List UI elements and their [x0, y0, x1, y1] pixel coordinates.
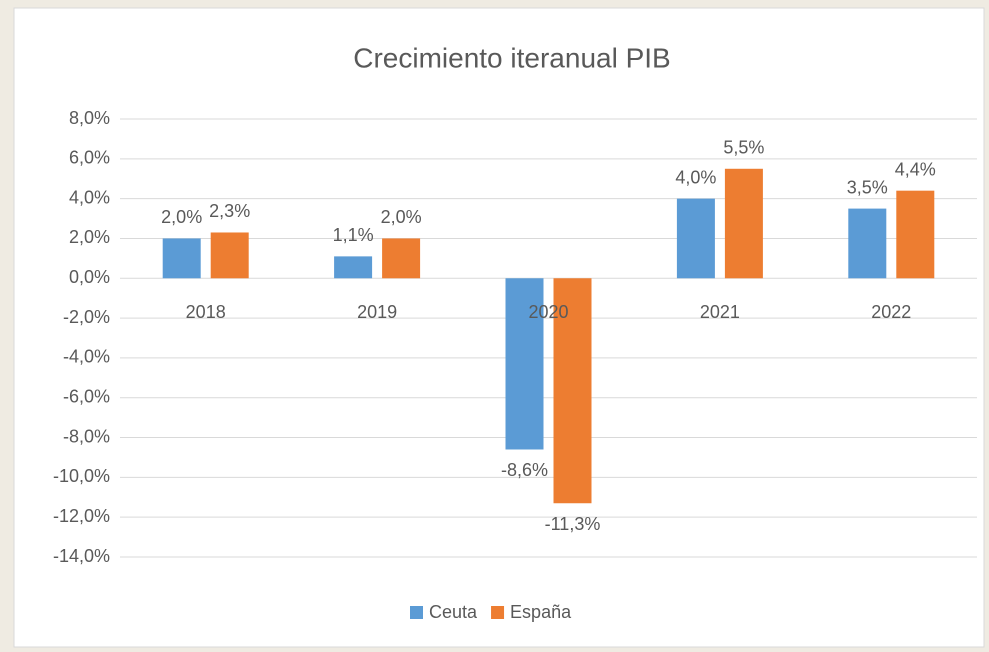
bar: [724, 168, 763, 279]
chart-title: Crecimiento iteranual PIB: [353, 42, 670, 73]
data-label: -8,6%: [501, 460, 548, 480]
x-tick-label: 2019: [357, 302, 397, 322]
data-label: 2,0%: [381, 207, 422, 227]
y-tick-label: 2,0%: [69, 227, 110, 247]
y-tick-label: 4,0%: [69, 187, 110, 207]
y-tick-label: -14,0%: [53, 546, 110, 566]
x-tick-label: 2021: [700, 302, 740, 322]
bar: [210, 232, 249, 279]
y-tick-label: -12,0%: [53, 506, 110, 526]
y-tick-label: 0,0%: [69, 267, 110, 287]
data-label: 3,5%: [847, 177, 888, 197]
bar: [162, 238, 201, 279]
y-tick-label: -8,0%: [63, 426, 110, 446]
data-label: 1,1%: [333, 225, 374, 245]
y-tick-label: -6,0%: [63, 386, 110, 406]
data-label: 5,5%: [723, 138, 764, 158]
legend-swatch: [410, 606, 423, 619]
x-tick-label: 2018: [186, 302, 226, 322]
legend-swatch: [491, 606, 505, 619]
y-tick-label: 6,0%: [69, 148, 110, 168]
bar: [896, 190, 935, 279]
bar: [553, 278, 592, 504]
legend-label: Ceuta: [429, 602, 478, 622]
data-label: -11,3%: [545, 514, 601, 534]
y-tick-label: -2,0%: [63, 307, 110, 327]
data-label: 4,4%: [895, 159, 936, 179]
data-label: 2,3%: [209, 201, 250, 221]
chart-area: [13, 7, 985, 648]
x-tick-label: 2020: [528, 302, 568, 322]
data-label: 4,0%: [675, 167, 716, 187]
bar: [505, 278, 544, 450]
y-tick-label: -4,0%: [63, 347, 110, 367]
bar: [382, 238, 421, 279]
x-tick-label: 2022: [871, 302, 911, 322]
legend-label: España: [510, 602, 572, 622]
y-tick-label: 8,0%: [69, 108, 110, 128]
data-label: 2,0%: [161, 207, 202, 227]
y-tick-label: -10,0%: [53, 466, 110, 486]
bar: [848, 208, 887, 279]
bar: [334, 256, 373, 279]
bar: [676, 198, 715, 279]
